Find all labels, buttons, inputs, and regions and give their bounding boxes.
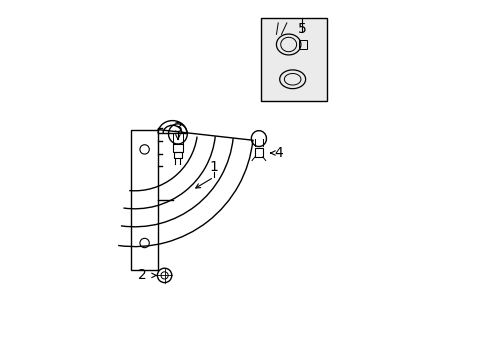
Text: 4: 4: [274, 146, 283, 160]
Bar: [131, 130, 158, 270]
Bar: [298, 40, 306, 49]
Text: 5: 5: [297, 22, 306, 36]
Text: 1: 1: [209, 161, 218, 174]
Bar: [254, 148, 263, 157]
Bar: [260, 18, 326, 101]
Bar: [172, 144, 183, 152]
Text: 2: 2: [137, 269, 146, 282]
Bar: [174, 152, 182, 158]
Text: 3: 3: [173, 121, 182, 135]
